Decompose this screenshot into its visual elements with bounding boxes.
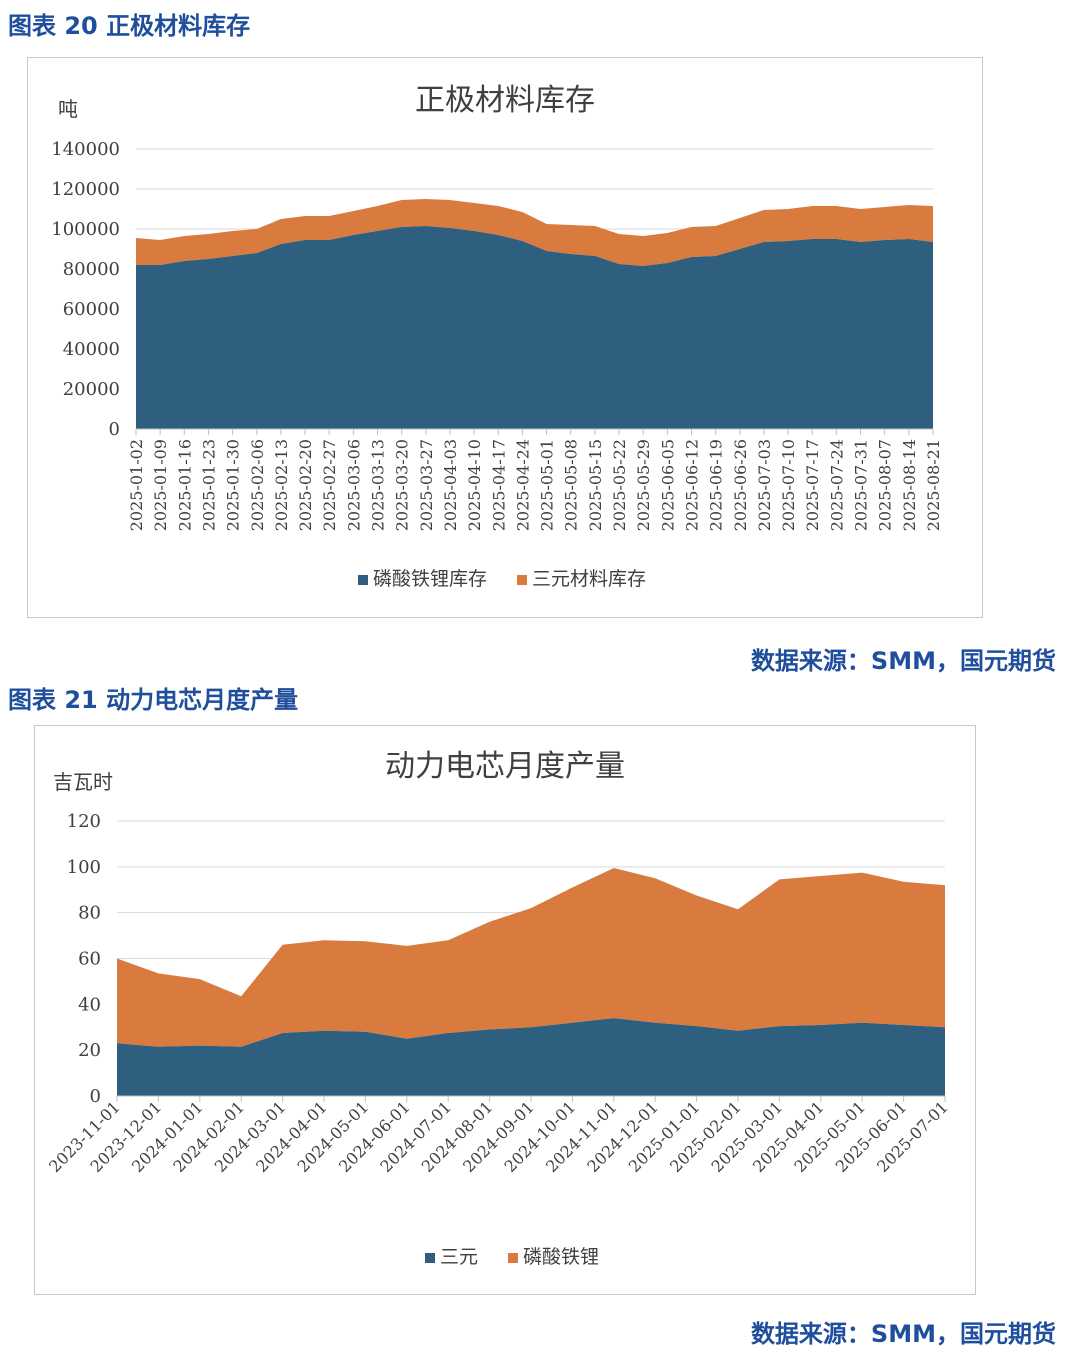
x-tick-label: 2025-07-31	[852, 439, 871, 531]
legend-label: 三元	[440, 1246, 478, 1268]
x-tick-label: 2025-03-13	[369, 439, 388, 531]
data-source-20: 数据来源：SMM，国元期货	[750, 647, 1056, 675]
y-tick-label: 120000	[51, 179, 120, 200]
x-tick-label: 2025-05-01	[538, 439, 557, 531]
chart-cell-production-svg: 动力电芯月度产量 吉瓦时 0204060801001202023-11-0120…	[45, 749, 952, 1268]
x-tick-label: 2025-08-07	[876, 439, 895, 531]
x-tick-label: 2025-06-05	[658, 439, 677, 531]
x-tick-label: 2025-07-24	[827, 439, 846, 531]
series-area-三元材料库存	[136, 199, 933, 266]
x-tick-label: 2025-01-16	[175, 439, 194, 531]
y-axis-unit: 吉瓦时	[53, 770, 113, 794]
legend-swatch	[425, 1253, 435, 1263]
x-tick-label: 2025-02-20	[296, 439, 315, 531]
legend-label: 磷酸铁锂	[523, 1246, 599, 1268]
y-tick-label: 140000	[51, 139, 120, 160]
y-tick-label: 80000	[63, 259, 120, 280]
figure-caption-21: 图表 21 动力电芯月度产量	[8, 686, 299, 714]
x-tick-label: 2025-06-26	[731, 439, 750, 531]
legend-label: 磷酸铁锂库存	[373, 568, 487, 590]
x-tick-label: 2025-01-30	[224, 439, 243, 531]
x-tick-label: 2025-04-10	[465, 439, 484, 531]
x-tick-label: 2025-04-24	[513, 439, 532, 531]
y-tick-label: 40000	[63, 339, 120, 360]
chart-title: 正极材料库存	[415, 83, 595, 118]
y-tick-label: 60000	[63, 299, 120, 320]
x-tick-label: 2025-05-29	[634, 439, 653, 531]
x-tick-label: 2025-05-08	[562, 439, 581, 531]
y-tick-label: 0	[109, 419, 120, 440]
x-tick-label: 2025-01-09	[151, 439, 170, 531]
series-area-磷酸铁锂库存	[136, 226, 933, 429]
x-tick-label: 2025-03-20	[393, 439, 412, 531]
y-tick-label: 0	[90, 1086, 101, 1107]
x-tick-label: 2025-04-03	[441, 439, 460, 531]
y-axis-unit: 吨	[58, 97, 78, 121]
y-tick-label: 80	[78, 903, 101, 924]
x-tick-label: 2025-07-03	[755, 439, 774, 531]
x-tick-label: 2025-06-19	[707, 439, 726, 531]
x-tick-label: 2025-07-10	[779, 439, 798, 531]
figure-caption-20: 图表 20 正极材料库存	[8, 12, 251, 40]
y-tick-label: 100	[67, 857, 101, 878]
series-area-三元	[117, 1018, 945, 1096]
x-tick-label: 2025-08-14	[900, 439, 919, 531]
chart-inventory: 正极材料库存 吨 0 20000 40000 60000 80000 100000 1200…	[27, 57, 983, 618]
y-tick-label: 20000	[63, 379, 120, 400]
legend-swatch	[358, 575, 368, 585]
chart-inventory-svg: 正极材料库存 吨 0 20000 40000 60000 80000 100000 1200…	[51, 83, 943, 590]
x-tick-label: 2025-07-17	[803, 439, 822, 531]
x-tick-label: 2025-01-23	[199, 439, 218, 531]
x-tick-label: 2025-01-02	[127, 439, 146, 531]
y-tick-label: 60	[78, 949, 101, 970]
series-area-磷酸铁锂	[117, 868, 945, 1047]
x-tick-label: 2025-06-12	[682, 439, 701, 531]
legend-swatch	[508, 1253, 518, 1263]
x-tick-label: 2025-04-17	[489, 439, 508, 531]
legend-swatch	[517, 575, 527, 585]
y-tick-label: 40	[78, 994, 101, 1015]
x-tick-label: 2025-05-22	[610, 439, 629, 531]
x-tick-label: 2025-05-15	[586, 439, 605, 531]
chart-cell-production: 动力电芯月度产量 吉瓦时 0 20 40 60 80 100 120 2023-11-01 20…	[34, 725, 976, 1295]
chart-title: 动力电芯月度产量	[385, 749, 625, 784]
x-tick-label: 2025-02-06	[248, 439, 267, 531]
y-tick-label: 100000	[51, 219, 120, 240]
legend-label: 三元材料库存	[532, 568, 646, 590]
x-tick-label: 2025-03-06	[344, 439, 363, 531]
x-tick-label: 2025-03-27	[417, 439, 436, 531]
y-tick-label: 20	[78, 1040, 101, 1061]
x-tick-label: 2025-08-21	[924, 439, 943, 531]
y-tick-label: 120	[67, 811, 101, 832]
x-tick-label: 2025-02-13	[272, 439, 291, 531]
data-source-21: 数据来源：SMM，国元期货	[750, 1320, 1056, 1348]
x-tick-label: 2025-02-27	[320, 439, 339, 531]
